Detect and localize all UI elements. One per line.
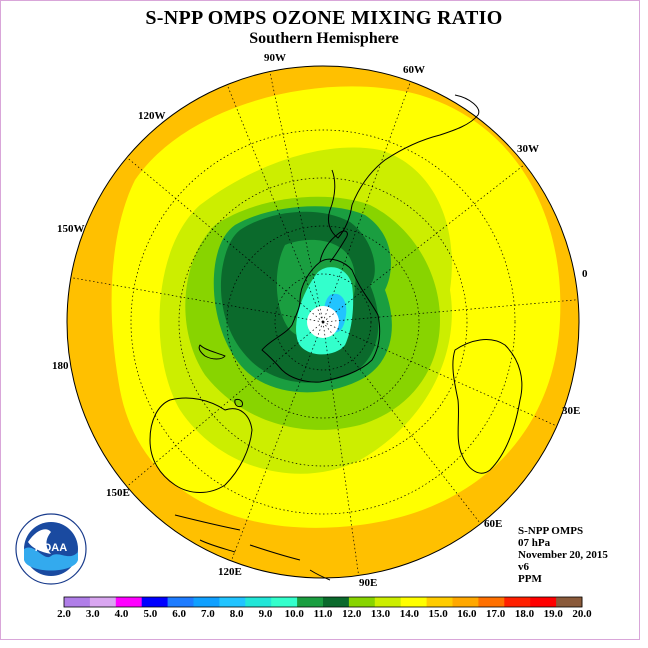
colorbar-tick-label: 16.0 [457, 608, 477, 620]
longitude-line [226, 84, 324, 323]
colorbar-tick-label: 17.0 [486, 608, 506, 620]
longitude-line [70, 277, 324, 323]
coastlines [149, 94, 523, 581]
colorbar-swatch [452, 597, 479, 607]
longitude-line [322, 81, 411, 323]
longitude-line [230, 321, 324, 562]
longitude-line [126, 157, 324, 323]
product-info: S-NPP OMPS 07 hPa November 20, 2015 v6 P… [518, 525, 608, 585]
longitude-label: 0 [582, 268, 588, 280]
coastline-segment [261, 258, 381, 383]
longitude-line [322, 299, 579, 323]
colorbar-tick-label: 10.0 [284, 608, 304, 620]
longitude-label: 60W [403, 64, 425, 76]
colorbar-tick-label: 13.0 [370, 608, 391, 620]
longitude-label: 150E [106, 487, 130, 499]
latitude-circle [178, 177, 468, 467]
longitude-label: 30E [562, 405, 581, 417]
colorbar-tick-label: 15.0 [428, 608, 448, 620]
longitude-label: 90E [359, 577, 378, 589]
colorbar-tick-label: 19.0 [543, 608, 563, 620]
longitude-label: 60E [484, 518, 503, 530]
coastline-segment [327, 94, 480, 239]
noaa-logo-icon: NOAA [15, 513, 87, 585]
longitude-label: 120W [138, 110, 166, 122]
colorbar-swatch [167, 597, 194, 607]
longitude-label: 30W [517, 143, 539, 155]
logo-text: NOAA [35, 542, 67, 554]
map-subtitle: Southern Hemisphere [249, 30, 399, 47]
version-label: v6 [518, 561, 529, 573]
colorbar-swatch [193, 597, 220, 607]
latitude-circle [274, 273, 372, 371]
colorbar-tick-label: 2.0 [57, 608, 71, 620]
colorbar-swatch [478, 597, 505, 607]
colorbar-tick-label: 8.0 [229, 608, 244, 620]
date-label: November 20, 2015 [518, 549, 608, 561]
colorbar-swatch [219, 597, 246, 607]
colorbar-swatch [556, 597, 583, 607]
colorbar-swatch [400, 597, 428, 607]
colorbar-swatch [115, 597, 143, 607]
colorbar-swatch [64, 597, 91, 607]
colorbar-swatch [323, 597, 350, 607]
coastline-segment [319, 230, 348, 263]
image-frame [0, 0, 640, 640]
colorbar-swatch [89, 597, 117, 607]
longitude-line [322, 321, 359, 576]
colorbar-swatch [271, 597, 298, 607]
coastline-segment [149, 397, 253, 493]
longitude-label: 90W [264, 52, 286, 64]
colorbar-swatch [245, 597, 272, 607]
lat-lon-graticule [70, 71, 579, 576]
colorbar-tick-label: 20.0 [572, 608, 592, 620]
colorbar-tick-label: 3.0 [85, 608, 100, 620]
colorbar-tick-label: 18.0 [514, 608, 535, 620]
colorbar-swatch [426, 597, 453, 607]
colorbar-tick-label: 6.0 [172, 608, 186, 620]
colorbar-tick-label: 7.0 [201, 608, 215, 620]
colorbar-tick-label: 14.0 [399, 608, 419, 620]
latitude-circle [130, 129, 516, 515]
coastline-segment [234, 399, 243, 408]
colorbar [63, 596, 583, 608]
coastline-segment [198, 344, 226, 360]
coastline-segment [452, 339, 523, 474]
colorbar-swatch [297, 597, 324, 607]
longitude-label: 150W [57, 223, 85, 235]
colorbar-tick-label: 5.0 [143, 608, 158, 620]
longitude-label: 120E [218, 566, 242, 578]
map-title: S-NPP OMPS OZONE MIXING RATIO [145, 7, 503, 29]
colorbar-swatch [348, 597, 376, 607]
coastline-segment [174, 514, 331, 581]
colorbar-swatch [530, 597, 557, 607]
longitude-label: 180 [52, 360, 69, 372]
longitude-line [322, 321, 481, 524]
latitude-circle [226, 225, 420, 419]
colorbar-swatch [374, 597, 402, 607]
units-label: PPM [518, 573, 542, 585]
colorbar-tick-label: 11.0 [313, 608, 333, 620]
colorbar-tick-label: 12.0 [342, 608, 362, 620]
longitude-line [126, 321, 324, 487]
longitude-line [322, 164, 525, 323]
instrument-label: S-NPP OMPS [518, 525, 584, 537]
longitude-line [269, 71, 324, 323]
colorbar-tick-label: 9.0 [258, 608, 273, 620]
colorbar-swatch [141, 597, 169, 607]
pressure-level: 07 hPa [518, 537, 551, 549]
colorbar-outline [63, 596, 583, 608]
colorbar-swatch [504, 597, 531, 607]
colorbar-tick-label: 4.0 [114, 608, 129, 620]
map-boundary [66, 65, 580, 579]
